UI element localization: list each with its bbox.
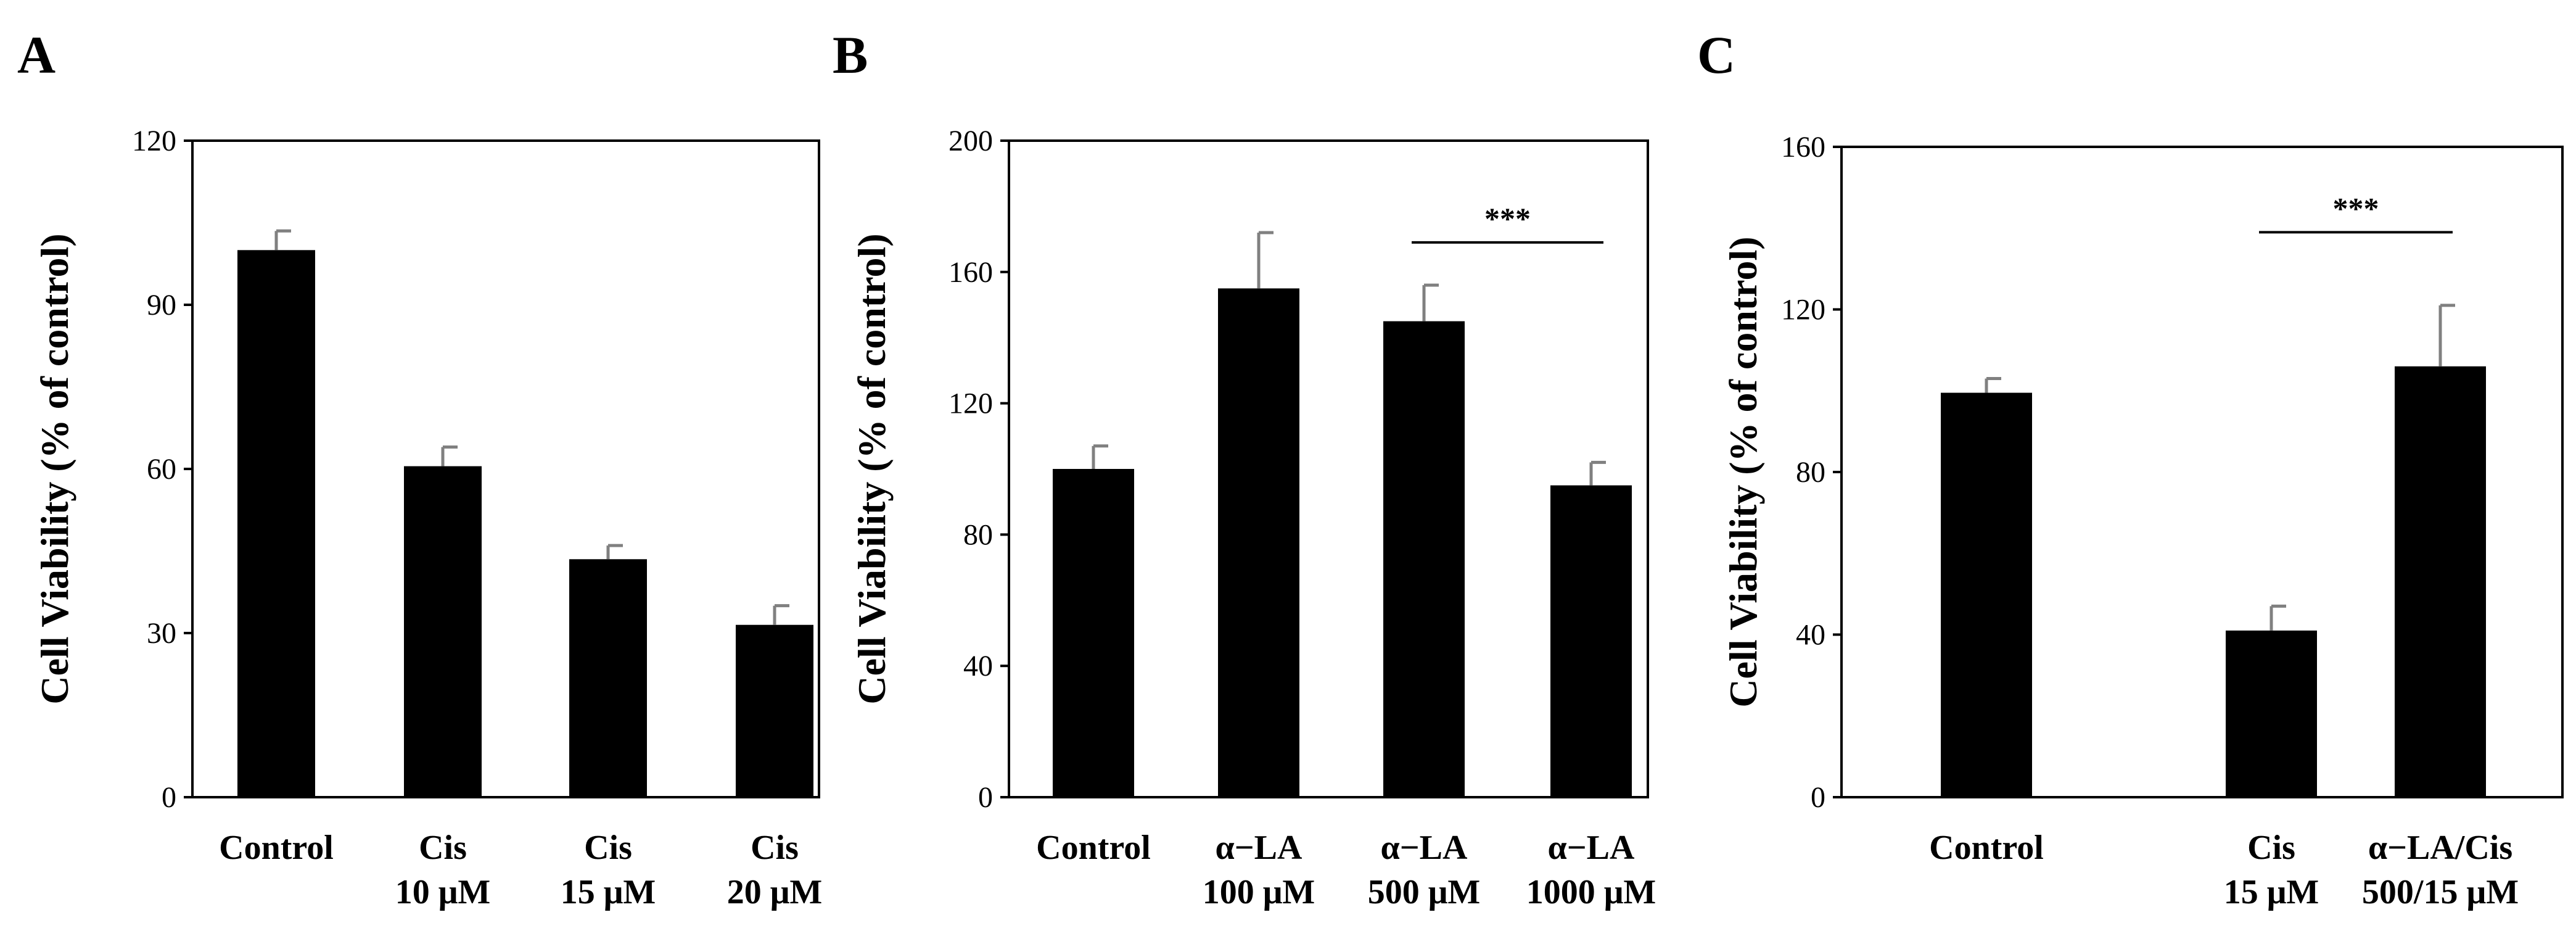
y-tick-label: 0	[1811, 781, 1825, 814]
category-label: Control	[219, 829, 334, 867]
category-label: Cis	[419, 829, 467, 867]
category-label: Cis	[2247, 829, 2295, 867]
panel-b: B 0 40 80 120 160 200 Cell Viability (% of cont…	[833, 25, 1656, 911]
y-tick-label: 30	[147, 617, 176, 650]
y-axis-title: Cell Viability (% of control)	[33, 233, 76, 704]
category-label: 10 μM	[395, 873, 491, 911]
y-tick-label: 40	[1796, 619, 1825, 652]
panel-a: A 0 30 60 90 120 Cell Viability (% of control)…	[17, 25, 822, 911]
category-label: Cis	[584, 829, 632, 867]
bar	[1218, 288, 1299, 797]
bar	[2395, 366, 2486, 797]
y-tick-label: 0	[162, 781, 176, 814]
y-tick-label: 90	[147, 289, 176, 321]
category-label: α−LA	[1381, 829, 1468, 867]
y-tick-label: 80	[963, 518, 993, 551]
category-label: α−LA/Cis	[2368, 829, 2512, 867]
category-label: 500/15 μM	[2362, 873, 2519, 911]
category-label: Cis	[751, 829, 799, 867]
category-label: 20 μM	[727, 873, 823, 911]
y-axis-title: Cell Viability (% of control)	[1721, 236, 1765, 707]
y-tick-label: 0	[978, 781, 993, 814]
plot-frame	[1008, 139, 1649, 798]
category-label: 15 μM	[561, 873, 656, 911]
panel-label: C	[1697, 25, 1735, 85]
category-label: α−LA	[1548, 829, 1636, 867]
category-label: 15 μM	[2224, 873, 2319, 911]
y-axis-title: Cell Viability (% of control)	[850, 233, 894, 704]
y-tick-label: 120	[1781, 294, 1825, 326]
y-tick-label: 60	[147, 453, 176, 486]
bar	[736, 624, 813, 797]
y-tick-label: 80	[1796, 456, 1825, 489]
category-label: 500 μM	[1368, 873, 1481, 911]
category-label: α−LA	[1216, 829, 1303, 867]
panel-c: C 0 40 80 120 160 Cell Viability (% of control…	[1697, 25, 2564, 911]
bar	[237, 250, 315, 797]
category-label: Control	[1036, 829, 1151, 867]
y-tick-label: 120	[132, 125, 176, 157]
bar	[1550, 485, 1632, 797]
category-label: 100 μM	[1203, 873, 1315, 911]
category-label: 1000 μM	[1526, 873, 1656, 911]
bar	[1383, 321, 1465, 797]
significance-label: ***	[2333, 191, 2379, 225]
bar	[569, 559, 647, 797]
bar	[2226, 630, 2317, 797]
category-label: Control	[1929, 829, 2044, 867]
significance-label: ***	[1484, 201, 1531, 236]
bar	[1053, 469, 1134, 797]
bar	[1941, 392, 2032, 797]
y-tick-label: 160	[1781, 131, 1825, 164]
panel-label: A	[17, 25, 56, 85]
y-tick-label: 40	[963, 650, 993, 682]
panel-label: B	[833, 25, 868, 85]
y-tick-label: 160	[949, 256, 993, 289]
y-tick-label: 120	[949, 387, 993, 420]
bar	[404, 466, 482, 797]
y-tick-label: 200	[949, 125, 993, 157]
